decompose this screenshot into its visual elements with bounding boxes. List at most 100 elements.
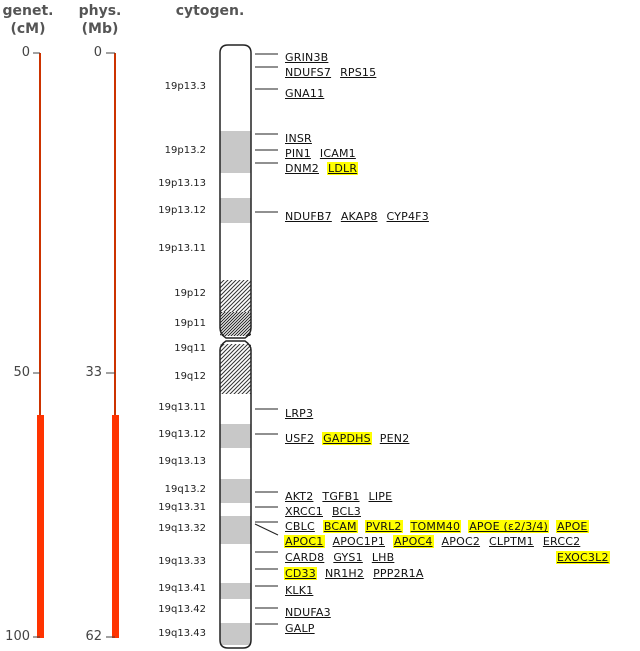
gene-label[interactable]: ERCC2	[542, 535, 581, 548]
gene-label[interactable]: USF2	[285, 432, 315, 445]
gene-label[interactable]: APOC2	[441, 535, 481, 548]
gene-row: APOC1 APOC1P1 APOC4 APOC2 CLPTM1 ERCC2	[284, 530, 581, 549]
gene-label[interactable]: GRIN3B	[285, 51, 329, 64]
gene-row: EXOC3L2	[556, 546, 617, 565]
gene-row: NDUFA3	[284, 601, 339, 620]
gene-label[interactable]: GALP	[285, 622, 315, 635]
gene-label[interactable]: PIN1	[285, 147, 311, 160]
gene-row: INSR	[284, 127, 320, 146]
band-label: 19q11	[174, 343, 206, 354]
gene-label-highlighted[interactable]: APOC1	[284, 535, 325, 548]
gene-label[interactable]: XRCC1	[285, 505, 323, 518]
band-label: 19p13.11	[158, 243, 206, 254]
band-label: 19p12	[174, 288, 206, 299]
genet-scale-top: 0	[21, 45, 30, 60]
phys-bar	[106, 52, 119, 638]
gene-row: LRP3	[284, 402, 321, 421]
gene-label-highlighted[interactable]: TOMM40	[409, 520, 462, 533]
band-label: 19q12	[174, 371, 206, 382]
phys-title: phys.	[78, 3, 122, 19]
gene-label[interactable]: CARD8	[285, 551, 325, 564]
band-label: 19q13.13	[158, 456, 206, 467]
gene-label[interactable]: LRP3	[285, 407, 314, 420]
gene-label[interactable]: RPS15	[340, 66, 377, 79]
gene-row: CBLC BCAM PVRL2 TOMM40 APOE (ε2/3/4) APOE	[284, 515, 589, 534]
gene-label-highlighted[interactable]: APOE	[556, 520, 589, 533]
gene-row: GNA11	[284, 82, 332, 101]
phys-unit: (Mb)	[81, 21, 119, 37]
gene-label[interactable]: NDUFB7	[285, 210, 332, 223]
band-label: 19q13.31	[158, 502, 206, 513]
gene-label[interactable]: CLPTM1	[489, 535, 534, 548]
gene-label-highlighted[interactable]: LDLR	[327, 162, 359, 175]
band-label: 19q13.42	[158, 604, 206, 615]
gene-row: NDUFB7 AKAP8 CYP4F3	[284, 205, 437, 224]
gene-label[interactable]: AKT2	[285, 490, 314, 503]
band-label: 19q13.32	[158, 523, 206, 534]
gene-label[interactable]: APOC1P1	[332, 535, 386, 548]
gene-label[interactable]: CBLC	[285, 520, 315, 533]
band-label: 19q13.43	[158, 628, 206, 639]
gene-label[interactable]: BCL3	[332, 505, 361, 518]
genet-bar	[33, 52, 44, 638]
band-label: 19p13.2	[164, 145, 206, 156]
band-label: 19q13.11	[158, 402, 206, 413]
gene-row: GALP	[284, 617, 323, 636]
band-label: 19q13.2	[164, 484, 206, 495]
gene-label[interactable]: PPP2R1A	[373, 567, 424, 580]
band-label: 19q13.12	[158, 429, 206, 440]
gene-row: CARD8 GYS1 LHB	[284, 546, 402, 565]
chromosome-q-arm	[219, 340, 252, 649]
gene-row: AKT2 TGFB1 LIPE	[284, 485, 400, 504]
genet-header: genet. (cM)	[0, 2, 56, 38]
gene-row: KLK1	[284, 579, 321, 598]
gene-label[interactable]: NR1H2	[324, 567, 365, 580]
gene-label[interactable]: TGFB1	[322, 490, 360, 503]
gene-row: USF2 GAPDHS PEN2	[284, 427, 417, 446]
gene-label[interactable]: AKAP8	[340, 210, 378, 223]
gene-label-highlighted[interactable]: APOC4	[393, 535, 434, 548]
gene-row: NDUFS7 RPS15	[284, 61, 384, 80]
gene-row: XRCC1 BCL3	[284, 500, 369, 519]
gene-label-highlighted[interactable]: BCAM	[322, 520, 358, 533]
band-label: 19p11	[174, 318, 206, 329]
band-label: 19p13.12	[158, 205, 206, 216]
gene-label-highlighted[interactable]: GAPDHS	[322, 432, 372, 445]
gene-row: PIN1 ICAM1	[284, 142, 364, 161]
gene-label-highlighted[interactable]: EXOC3L2	[556, 551, 610, 564]
cytogen-header: cytogen.	[175, 3, 245, 19]
gene-label[interactable]: NDUFS7	[285, 66, 332, 79]
band-label: 19p13.13	[158, 178, 206, 189]
band-label: 19q13.41	[158, 583, 206, 594]
gene-label[interactable]: GYS1	[333, 551, 363, 564]
gene-row: CD33 NR1H2 PPP2R1A	[284, 562, 432, 581]
genet-scale-bottom: 100	[5, 629, 30, 644]
chromosome-p-arm	[219, 44, 252, 339]
gene-row: GRIN3B	[284, 46, 336, 65]
phys-scale-mid: 33	[85, 365, 102, 380]
band-label: 19p13.3	[164, 81, 206, 92]
genet-unit: (cM)	[10, 21, 46, 37]
gene-label[interactable]: CYP4F3	[386, 210, 429, 223]
gene-label[interactable]: LIPE	[368, 490, 393, 503]
gene-label-highlighted[interactable]: CD33	[284, 567, 317, 580]
phys-scale-top: 0	[93, 45, 102, 60]
gene-label[interactable]: LHB	[371, 551, 395, 564]
gene-label[interactable]: ICAM1	[319, 147, 356, 160]
gene-label[interactable]: PEN2	[379, 432, 410, 445]
gene-label[interactable]: INSR	[285, 132, 312, 145]
gene-label-highlighted[interactable]: PVRL2	[364, 520, 403, 533]
gene-label[interactable]: GNA11	[285, 87, 325, 100]
genet-scale-mid: 50	[13, 365, 30, 380]
gene-label[interactable]: NDUFA3	[285, 606, 331, 619]
band-label: 19q13.33	[158, 556, 206, 567]
gene-connector-lines	[254, 53, 279, 625]
phys-scale-bottom: 62	[85, 629, 102, 644]
gene-label[interactable]: DNM2	[285, 162, 319, 175]
phys-header: phys. (Mb)	[72, 2, 128, 38]
gene-row: DNM2 LDLR	[284, 157, 365, 176]
gene-label-highlighted[interactable]: APOE (ε2/3/4)	[468, 520, 550, 533]
gene-label[interactable]: KLK1	[285, 584, 314, 597]
